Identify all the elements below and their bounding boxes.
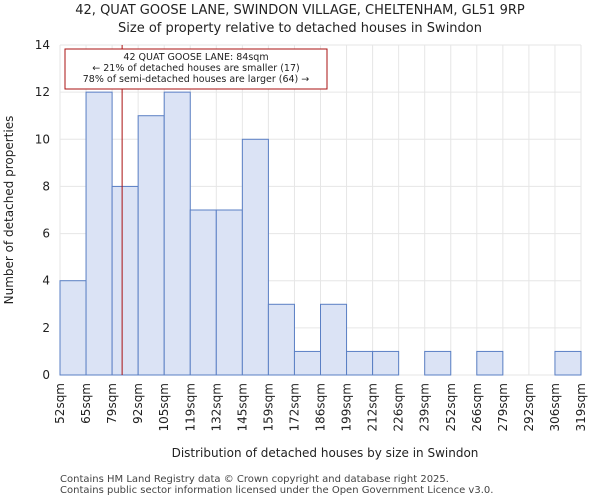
annotation-line-property: 42 QUAT GOOSE LANE: 84sqm: [123, 52, 268, 63]
x-tick-label: 252sqm: [444, 383, 458, 431]
x-tick-label: 159sqm: [261, 383, 275, 431]
chart-title: 42, QUAT GOOSE LANE, SWINDON VILLAGE, CH…: [75, 3, 525, 18]
x-tick-label: 199sqm: [340, 383, 354, 431]
y-axis-ticks: 0 2 4 6 8 10 12 14: [35, 38, 50, 382]
bar-239sqm: [424, 350, 452, 376]
y-tick-label: 12: [35, 85, 50, 99]
y-tick-label: 0: [42, 368, 50, 382]
bar-306sqm: [554, 350, 582, 376]
x-tick-label: 226sqm: [392, 383, 406, 431]
x-tick-label: 105sqm: [157, 383, 171, 431]
bar-186sqm: [320, 303, 348, 376]
x-tick-label: 145sqm: [235, 383, 249, 431]
y-tick-label: 4: [42, 274, 50, 288]
y-tick-label: 14: [35, 38, 50, 52]
x-tick-label: 239sqm: [418, 383, 432, 431]
x-tick-label: 172sqm: [287, 383, 301, 431]
x-tick-label: 52sqm: [53, 383, 67, 424]
x-tick-label: 279sqm: [496, 383, 510, 431]
x-tick-label: 119sqm: [183, 383, 197, 431]
x-axis-label: Distribution of detached houses by size …: [172, 446, 479, 460]
bar-212sqm: [372, 350, 400, 376]
footer-attribution: Contains HM Land Registry data © Crown c…: [60, 474, 493, 496]
footer-line-2: Contains public sector information licen…: [60, 485, 494, 496]
bar-172sqm: [293, 350, 322, 376]
x-tick-label: 292sqm: [522, 383, 536, 431]
annotation-line-smaller: ← 21% of detached houses are smaller (17…: [92, 63, 299, 74]
annotation-box: [64, 48, 328, 90]
footer-line-1: Contains HM Land Registry data © Crown c…: [60, 474, 449, 485]
x-tick-label: 132sqm: [209, 383, 223, 431]
x-axis-ticks: 52sqm 65sqm 79sqm 92sqm 105sqm 119sqm 132sqm 14…: [53, 383, 588, 431]
chart-subtitle: Size of property relative to detached ho…: [118, 21, 482, 36]
x-tick-label: 319sqm: [574, 383, 588, 431]
x-tick-label: 212sqm: [366, 383, 380, 431]
x-tick-label: 306sqm: [548, 383, 562, 431]
bars: [59, 91, 582, 376]
annotation-line-larger: 78% of semi-detached houses are larger (…: [83, 74, 310, 85]
x-tick-label: 65sqm: [79, 383, 93, 424]
property-annotation: 42 QUAT GOOSE LANE: 84sqm ← 21% of detac…: [64, 48, 328, 90]
y-tick-label: 2: [42, 321, 50, 335]
bar-159sqm: [267, 303, 295, 376]
bar-92sqm: [137, 115, 165, 376]
y-tick-label: 8: [42, 179, 50, 193]
bar-132sqm: [215, 209, 243, 376]
plot-area: 0 2 4 6 8 10 12 14 52sqm 65sqm 79sqm 92sqm 105sqm 11…: [35, 38, 588, 431]
bar-105sqm: [163, 91, 191, 376]
bar-52sqm: [59, 280, 87, 376]
x-tick-label: 79sqm: [105, 383, 119, 424]
bar-145sqm: [241, 138, 269, 376]
bar-79sqm: [111, 185, 139, 376]
bar-119sqm: [189, 209, 217, 376]
y-axis-label: Number of detached properties: [2, 116, 16, 305]
y-tick-label: 10: [35, 132, 50, 146]
bar-199sqm: [346, 350, 374, 376]
x-tick-label: 186sqm: [314, 383, 328, 431]
y-tick-label: 6: [42, 227, 50, 241]
x-tick-label: 92sqm: [131, 383, 145, 424]
x-tick-label: 266sqm: [470, 383, 484, 431]
bar-266sqm: [476, 350, 504, 376]
bar-65sqm: [85, 91, 113, 376]
